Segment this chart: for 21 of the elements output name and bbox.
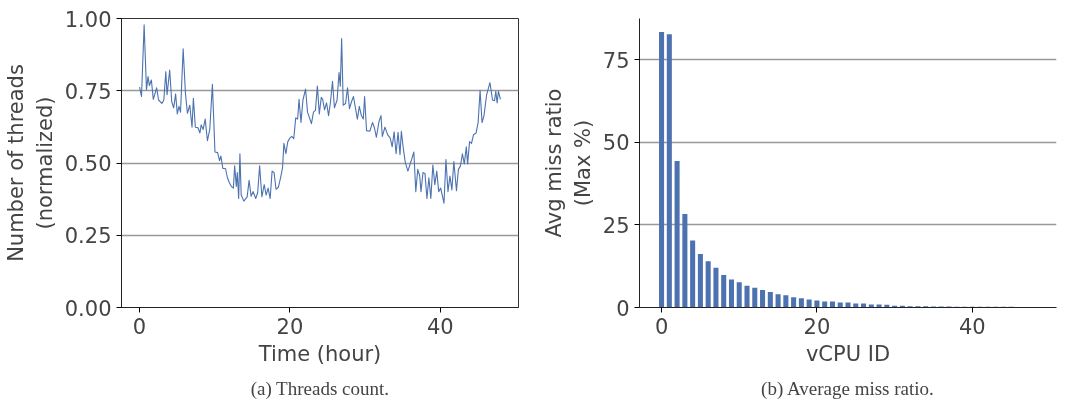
y-axis-title: Number of threads (normalized) <box>3 64 57 262</box>
x-axis-title: vCPU ID <box>805 341 891 366</box>
y-tick-label: 0 <box>616 296 630 321</box>
x-tick-label: 20 <box>276 314 304 339</box>
x-axis-title: Time (hour) <box>257 341 382 366</box>
x-tick-label: 40 <box>958 314 986 339</box>
x-tick-label: 0 <box>132 314 147 339</box>
y-axis-title: Avg miss ratio (Max %) <box>541 88 595 238</box>
x-tick-label: 20 <box>803 314 831 339</box>
text: (b) Average miss ratio. <box>761 377 934 400</box>
x-tick-label: 0 <box>654 314 669 339</box>
y-tick-label: 25 <box>602 213 630 238</box>
y-tick-label: 0.00 <box>64 296 112 321</box>
text: (a) Threads count. <box>250 377 390 400</box>
y-tick-label: 75 <box>602 48 630 73</box>
y-tick-label: 50 <box>602 131 630 156</box>
x-tick-label: 40 <box>426 314 454 339</box>
y-tick-label: 0.25 <box>64 224 112 249</box>
y-tick-label: 0.75 <box>64 79 112 104</box>
y-tick-label: 0.50 <box>64 152 112 176</box>
y-tick-label: 1.00 <box>64 7 112 32</box>
